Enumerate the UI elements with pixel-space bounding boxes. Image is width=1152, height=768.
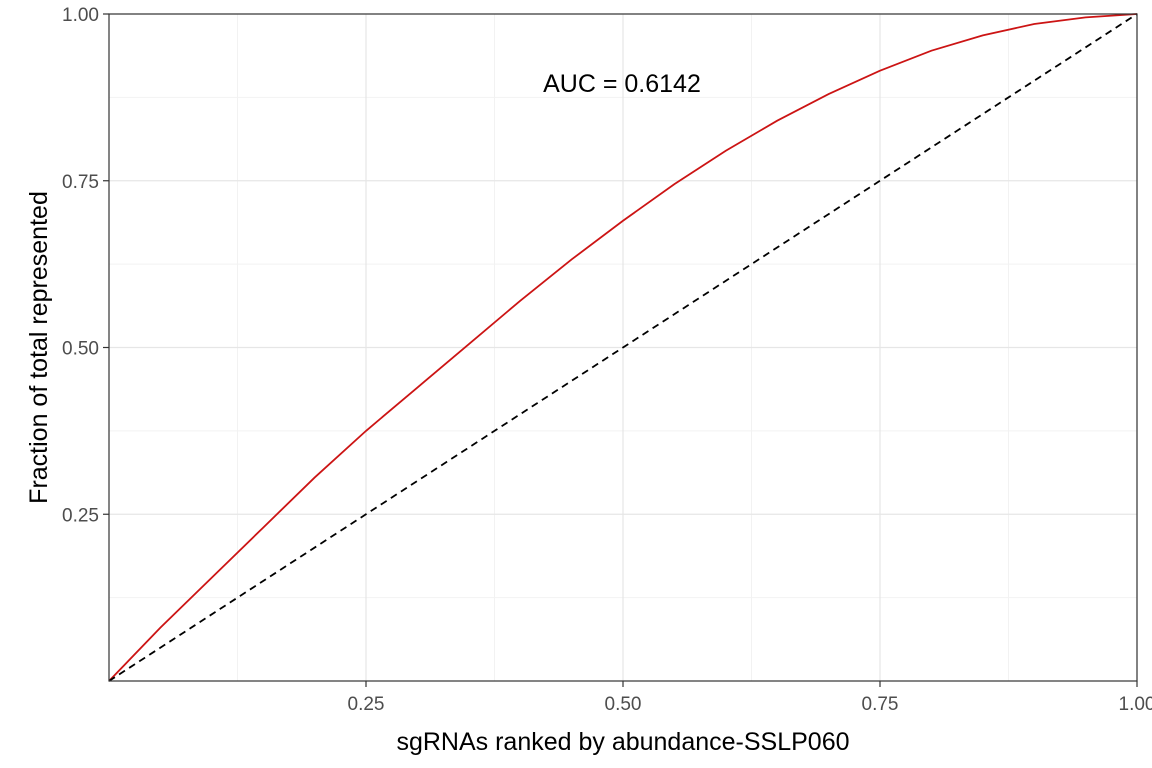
x-tick-label: 1.00 [1119,694,1152,715]
reference-diagonal-line [108,13,1138,682]
y-axis-title: Fraction of total represented [25,191,53,504]
y-tick-label: 0.25 [62,505,99,526]
x-tick-label: 0.25 [348,694,385,715]
x-axis-title: sgRNAs ranked by abundance-SSLP060 [396,728,849,756]
series-layer [108,13,1138,682]
x-tick-label: 0.50 [605,694,642,715]
auc-annotation: AUC = 0.6142 [543,70,701,98]
axis-ticks: 0.25 0.50 0.75 1.00 0.25 0.50 0.75 1.00 [62,5,1152,715]
y-tick-label: 1.00 [62,5,99,26]
y-tick-label: 0.50 [62,339,99,360]
y-tick-label: 0.75 [62,172,99,193]
x-tick-label: 0.75 [862,694,899,715]
cumulative-curve-line [108,13,1138,682]
